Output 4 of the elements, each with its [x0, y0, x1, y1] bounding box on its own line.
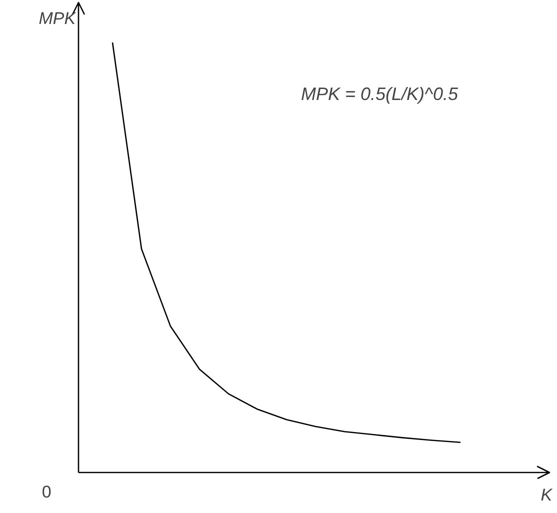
x-axis-title: K	[540, 485, 553, 504]
y-axis-title: MPK	[38, 8, 76, 28]
text: 0	[42, 482, 52, 502]
annotation: MPK = 0.5(L/K)^0.5	[301, 84, 460, 104]
